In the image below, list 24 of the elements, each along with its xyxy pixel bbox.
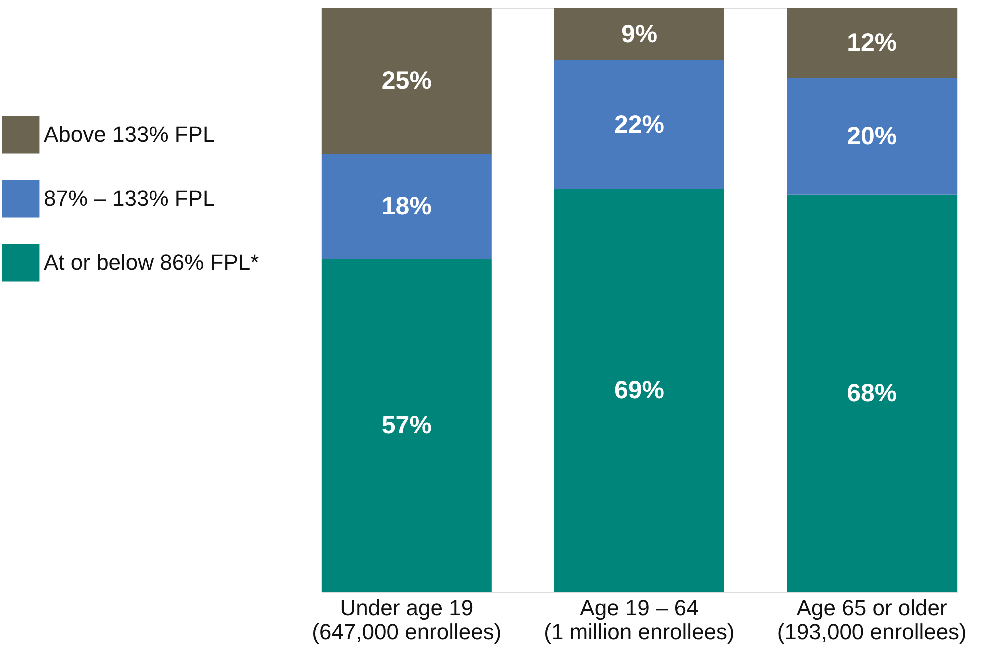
x-tick-label: Age 65 or older (193,000 enrollees) — [777, 596, 967, 644]
bar — [322, 154, 492, 260]
data-label: 57% — [382, 412, 432, 440]
data-label: 69% — [614, 376, 665, 405]
bar — [787, 194, 958, 592]
data-label: 9% — [621, 20, 658, 48]
legend-label: 87% – 133% FPL — [44, 186, 216, 211]
data-label: 18% — [382, 192, 432, 221]
legend-label: At or below 86% FPL* — [44, 250, 260, 275]
data-label: 68% — [847, 379, 898, 408]
data-label: 20% — [847, 122, 898, 150]
bar — [554, 60, 724, 190]
bar — [787, 8, 958, 78]
legend-label: Above 133% FPL — [44, 122, 216, 147]
bar — [787, 78, 958, 195]
bar — [554, 8, 724, 61]
bar — [322, 259, 492, 592]
bar — [554, 189, 724, 592]
x-tick-label: Under age 19 (647,000 enrollees) — [312, 596, 502, 644]
bar — [322, 8, 492, 154]
x-tick-label: Age 19 – 64 (1 million enrollees) — [544, 596, 735, 644]
data-label: 22% — [614, 110, 665, 139]
data-label: 25% — [382, 67, 432, 95]
data-label: 12% — [847, 29, 898, 58]
